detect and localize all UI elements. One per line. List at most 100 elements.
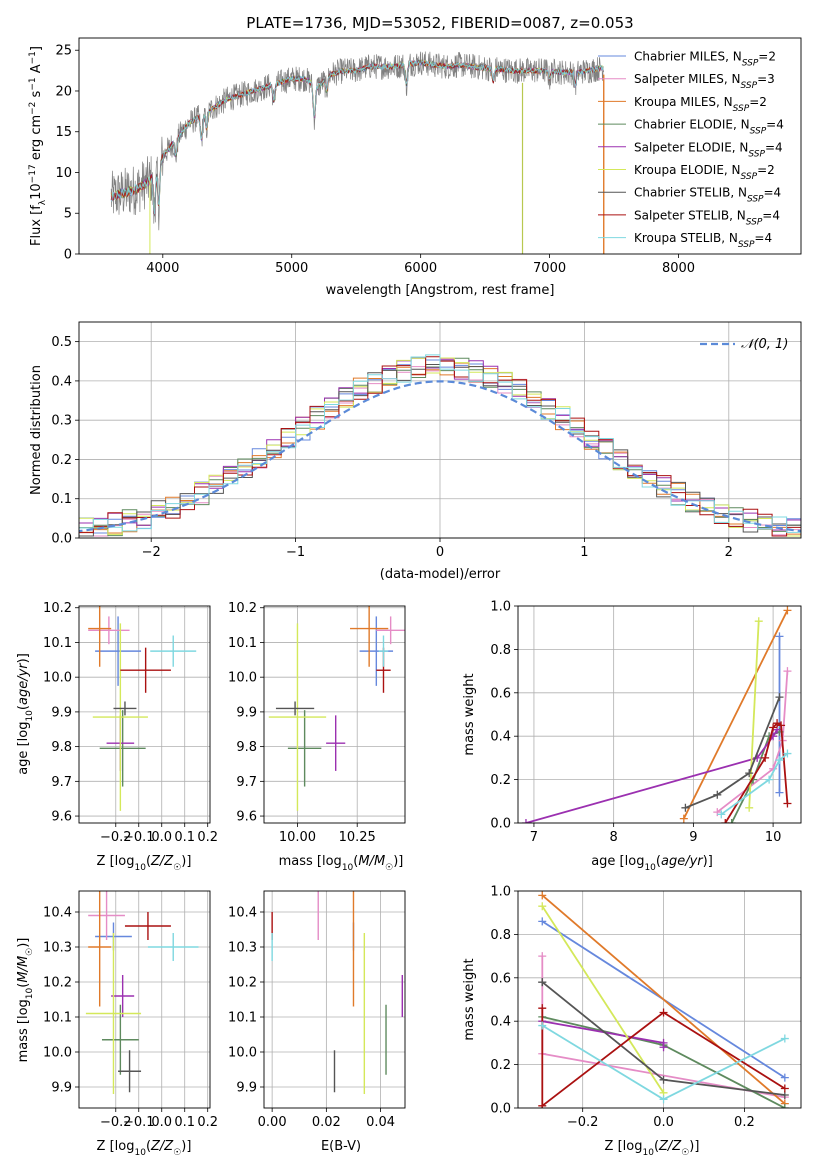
point-marker xyxy=(765,775,774,784)
y-tick-label: 10.0 xyxy=(43,671,72,686)
point-marker xyxy=(538,952,547,961)
legend: Chabrier MILES, NSSP=2 Salpeter MILES, NS… xyxy=(598,50,784,250)
point-marker xyxy=(783,606,792,615)
x-tick-label: −0.2 xyxy=(567,1115,599,1130)
y-tick-label: 9.6 xyxy=(236,810,257,825)
x-axis-label: mass [log10(M/M☉)] xyxy=(279,854,404,873)
point-marker xyxy=(783,799,792,808)
x-tick-label: 0.00 xyxy=(258,1115,287,1130)
x-tick-label: −1 xyxy=(286,545,305,560)
y-tick-label: 10.0 xyxy=(228,1046,257,1061)
spectrum-data-line xyxy=(110,51,604,231)
errorbar-point xyxy=(118,1050,142,1093)
plot-area xyxy=(268,606,405,811)
point-marker xyxy=(659,1095,668,1104)
plot-area xyxy=(88,606,197,811)
legend-label: Chabrier MILES, NSSP=2 xyxy=(634,50,776,69)
mass-vs-Z-axes: −0.2−0.10.0 0.1 0.2 9.9 10.0 10.1 10.2 10.3 10.4 xyxy=(43,890,218,1130)
point-marker xyxy=(777,721,786,730)
series-line xyxy=(748,621,760,808)
weight-vs-Z-axes: −0.2 0.0 0.2 0.0 0.2 0.4 0.6 0.8 1.0 xyxy=(490,885,802,1130)
y-tick-label: 9.9 xyxy=(51,1081,72,1096)
x-axis-label: E(B-V) xyxy=(321,1139,361,1154)
point-marker xyxy=(780,1084,789,1093)
series-line xyxy=(685,696,781,809)
point-marker xyxy=(783,667,792,676)
point-marker xyxy=(745,769,754,778)
legend-label: Kroupa ELODIE, NSSP=2 xyxy=(634,163,775,182)
point-marker xyxy=(754,617,763,626)
legend-label: Salpeter MILES, NSSP=3 xyxy=(634,72,775,91)
y-tick-label: 10.4 xyxy=(43,906,72,921)
y-tick-label: 0.6 xyxy=(490,971,511,986)
point-marker xyxy=(521,819,530,823)
point-marker xyxy=(775,788,784,797)
point-marker xyxy=(745,803,754,812)
legend-label: Kroupa MILES, NSSP=2 xyxy=(634,95,767,114)
point-marker xyxy=(538,891,547,900)
series-line xyxy=(724,722,789,823)
axes-frame xyxy=(78,37,802,255)
errorbar-point xyxy=(124,912,171,940)
axes-frame xyxy=(263,605,406,824)
chart-title: PLATE=1736, MJD=53052, FIBERID=0087, z=0… xyxy=(246,14,633,32)
x-tick-label: 5000 xyxy=(275,261,308,276)
errorbar-point xyxy=(92,623,148,811)
y-tick-label: 0.2 xyxy=(51,453,72,468)
point-marker xyxy=(769,723,778,732)
y-tick-label: 0.0 xyxy=(490,1102,511,1117)
y-tick-label: 0.1 xyxy=(51,492,72,507)
point-marker xyxy=(538,902,547,911)
errorbar-point xyxy=(99,710,146,787)
x-axis-label: age [log10(age/yr)] xyxy=(591,854,713,873)
axes-frame xyxy=(517,605,802,824)
y-tick-label: 10.0 xyxy=(43,1046,72,1061)
point-marker xyxy=(681,803,690,812)
errorbar-point xyxy=(120,647,171,693)
x-tick-label: 8000 xyxy=(662,261,695,276)
y-tick-label: 0.4 xyxy=(51,374,72,389)
y-tick-label: 9.8 xyxy=(236,740,257,755)
y-tick-label: 9.8 xyxy=(51,740,72,755)
x-tick-label: 7000 xyxy=(533,261,566,276)
x-tick-label: −0.1 xyxy=(123,1115,155,1130)
errorbar-point xyxy=(378,635,389,667)
x-tick-label: 10 xyxy=(765,830,782,845)
point-marker xyxy=(783,749,792,758)
model-line xyxy=(110,60,604,215)
series-line xyxy=(525,729,778,823)
y-tick-label: 0.4 xyxy=(490,1015,511,1030)
point-marker xyxy=(780,1034,789,1043)
errorbar-point xyxy=(147,933,199,961)
mass-vs-ebv-axes: 0.00 0.02 0.04 9.9 10.0 10.1 10.2 10.3 10.4 xyxy=(228,890,406,1130)
point-marker xyxy=(538,978,547,987)
x-tick-label: 0.1 xyxy=(174,830,195,845)
y-tick-label: 1.0 xyxy=(490,600,511,615)
point-marker xyxy=(775,756,784,765)
axes-frame xyxy=(78,890,211,1109)
y-tick-label: 10.2 xyxy=(228,976,257,991)
y-tick-label: 10.2 xyxy=(228,601,257,616)
point-marker xyxy=(679,814,688,823)
series-line xyxy=(541,905,665,1094)
point-marker xyxy=(538,1004,547,1013)
x-tick-label: 1 xyxy=(580,545,588,560)
point-marker xyxy=(659,1075,668,1084)
y-tick-label: 0.0 xyxy=(51,532,72,547)
y-tick-label: 0.4 xyxy=(490,730,511,745)
point-marker xyxy=(713,790,722,799)
x-tick-label: 0.1 xyxy=(174,1115,195,1130)
x-tick-label: 9 xyxy=(689,830,697,845)
age-vs-Z-axes: −0.2−0.10.0 0.1 0.2 9.6 9.7 9.8 9.9 10.0 10.1 10.… xyxy=(43,601,218,845)
y-tick-label: 10.3 xyxy=(43,941,72,956)
x-tick-label: 4000 xyxy=(146,261,179,276)
errorbar-point xyxy=(326,715,346,771)
y-tick-label: 0.8 xyxy=(490,928,511,943)
point-marker xyxy=(761,753,770,762)
legend-label: Kroupa STELIB, NSSP=4 xyxy=(634,231,772,250)
y-tick-label: 9.6 xyxy=(51,810,72,825)
y-tick-label: 1.0 xyxy=(490,885,511,900)
x-tick-label: 0 xyxy=(436,545,444,560)
model-line xyxy=(110,59,604,215)
